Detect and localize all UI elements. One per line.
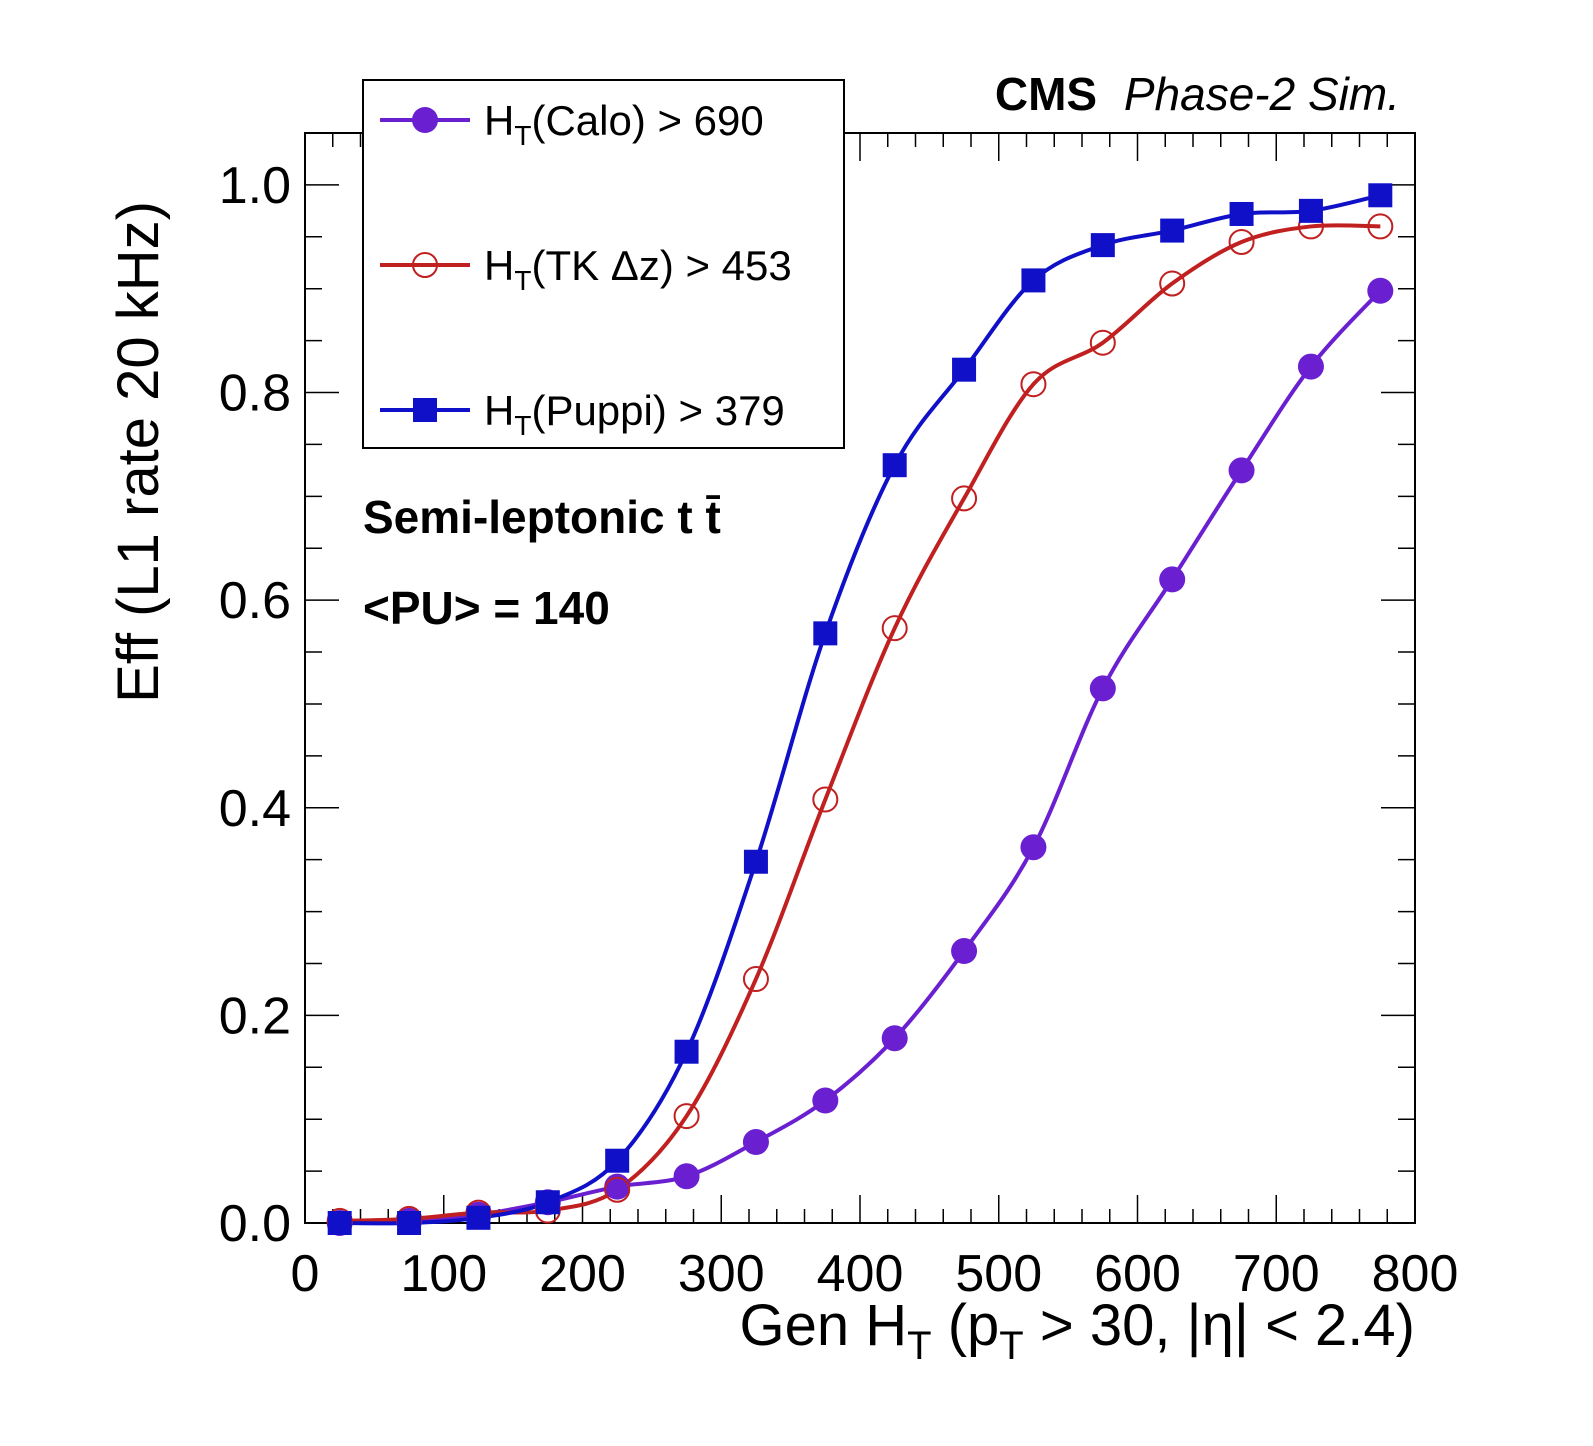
data-point [1297, 353, 1324, 380]
legend-label-prefix: H [484, 242, 514, 289]
x-tick-label: 700 [1233, 1245, 1320, 1303]
data-point [1228, 229, 1255, 255]
data-point [881, 1025, 908, 1052]
y-tick-label: 0.4 [219, 780, 291, 838]
legend-label-prefix: H [484, 97, 514, 144]
data-point [1229, 201, 1254, 226]
x-label-mid: (p [932, 1293, 1000, 1358]
data-point [1089, 329, 1116, 356]
legend-marker [412, 252, 438, 278]
x-label-sub2: T [999, 1324, 1023, 1368]
data-point [1160, 218, 1185, 243]
data-point [674, 1039, 699, 1064]
data-point [1367, 277, 1394, 304]
data-point [1090, 233, 1115, 258]
legend-entry-label: HT(Calo) > 690 [484, 97, 764, 151]
legend-label-sub: T [514, 410, 531, 441]
process-annotation: Semi-leptonic t t̄ [363, 491, 721, 543]
data-point [952, 357, 977, 382]
title-bold: CMS [995, 68, 1097, 120]
axis-tick-labels: 0 100 200 300 400 500 600 700 800 0.0 0.2 0.4 0.6 0.8… [219, 157, 1459, 1303]
data-point [673, 1103, 700, 1130]
x-label-suffix: > 30, |η| < 2.4) [1024, 1293, 1415, 1358]
legend-entry-label: HT(Puppi) > 379 [484, 387, 785, 441]
data-point [743, 849, 768, 874]
data-point [881, 615, 908, 642]
data-point [327, 1211, 352, 1235]
data-point [812, 1087, 839, 1114]
data-point [1089, 675, 1116, 702]
data-point [812, 786, 839, 813]
data-point [813, 621, 838, 646]
legend-label-suffix: (Calo) > 690 [531, 97, 763, 144]
x-tick-label: 400 [817, 1245, 904, 1303]
data-point [604, 1176, 631, 1203]
data-point [1228, 457, 1255, 484]
data-point [605, 1148, 630, 1173]
data-point [1021, 268, 1046, 293]
data-point [1298, 198, 1323, 223]
y-tick-label: 0.2 [219, 987, 291, 1045]
legend-marker [413, 398, 437, 422]
x-label-sub: T [907, 1324, 931, 1368]
process-tbar: t̄ [706, 491, 721, 543]
x-label-prefix: Gen H [740, 1293, 908, 1358]
title-italic: Phase-2 Sim. [1124, 68, 1400, 120]
process-label: Semi-leptonic t [363, 491, 693, 543]
data-point [951, 938, 978, 965]
data-point [951, 485, 978, 512]
y-axis-label: Eff (L1 rate 20 kHz) [106, 201, 171, 703]
data-point [1159, 270, 1186, 297]
chart-title: CMS Phase-2 Sim. [995, 68, 1400, 120]
data-point [742, 966, 769, 993]
data-point [673, 1163, 700, 1190]
data-point [1368, 183, 1393, 208]
data-point [535, 1190, 560, 1215]
legend-label-suffix: (Puppi) > 379 [531, 387, 784, 434]
y-tick-label: 0.0 [219, 1195, 291, 1253]
x-tick-label: 500 [955, 1245, 1042, 1303]
x-tick-label: 100 [400, 1245, 487, 1303]
legend-marker [412, 107, 438, 133]
x-tick-label: 800 [1372, 1245, 1459, 1303]
legend-entry-label: HT(TK Δz) > 453 [484, 242, 792, 296]
data-point [397, 1211, 422, 1235]
y-tick-label: 1.0 [219, 157, 291, 215]
legend-label-suffix: (TK Δz) > 453 [531, 242, 791, 289]
series-markers [326, 183, 1394, 1236]
x-tick-label: 600 [1094, 1245, 1181, 1303]
y-tick-label: 0.6 [219, 572, 291, 630]
data-point [1367, 213, 1394, 240]
pileup-annotation: <PU> = 140 [363, 582, 610, 634]
data-point [742, 1129, 769, 1156]
data-point [466, 1205, 491, 1230]
x-tick-label: 0 [291, 1245, 320, 1303]
data-point [1020, 371, 1047, 398]
y-tick-label: 0.8 [219, 365, 291, 423]
legend-label-sub: T [514, 265, 531, 296]
x-axis-label: Gen HT (pT > 30, |η| < 2.4) [740, 1293, 1415, 1368]
data-point [1159, 566, 1186, 593]
x-tick-label: 200 [539, 1245, 626, 1303]
legend-label-prefix: H [484, 387, 514, 434]
data-point [1020, 834, 1047, 861]
data-point [882, 453, 907, 478]
legend-label-sub: T [514, 120, 531, 151]
x-tick-label: 300 [678, 1245, 765, 1303]
